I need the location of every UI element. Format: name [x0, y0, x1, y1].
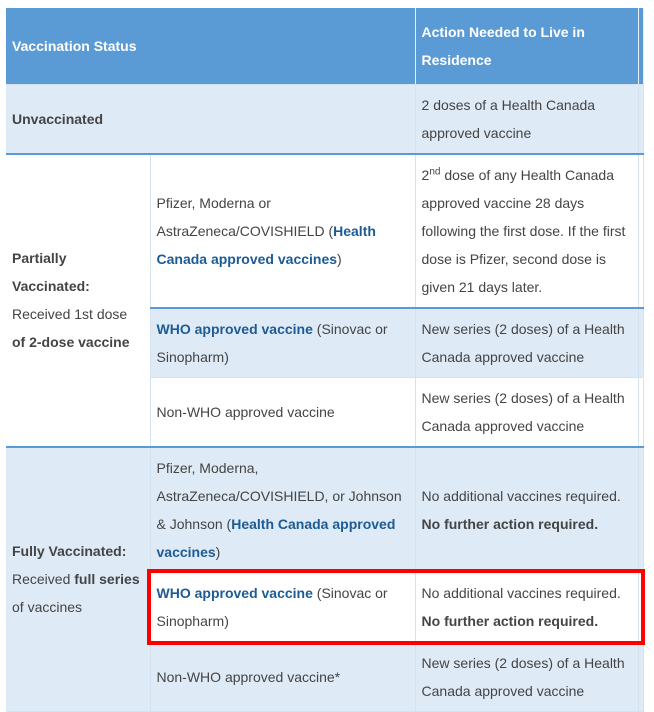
- vaccination-table: Vaccination Status Action Needed to Live…: [6, 8, 644, 712]
- partial-row-3-action: New series (2 doses) of a Health Canada …: [415, 377, 639, 447]
- unvaccinated-action-text: 2 doses of a Health Canada approved vacc…: [421, 96, 596, 141]
- action-text: No additional vaccines required.: [421, 585, 621, 601]
- full-title: Fully Vaccinated:: [12, 543, 127, 559]
- full-row-1-vaccine: Pfizer, Moderna, AstraZeneca/COVISHIELD,…: [150, 445, 416, 573]
- vaccine-text: ): [337, 250, 342, 267]
- action-text: No additional vaccines required.: [421, 487, 621, 504]
- header-status: Vaccination Status: [6, 8, 416, 85]
- extra-cell: [638, 152, 644, 308]
- health-canada-link[interactable]: Health Canada approved vaccines: [156, 515, 396, 560]
- partial-row-3-vaccine: Non-WHO approved vaccine: [150, 377, 416, 447]
- partial-row-2-action: New series (2 doses) of a Health Canada …: [415, 306, 639, 378]
- extra-cell: [638, 642, 644, 712]
- header-extra: [638, 8, 644, 85]
- partial-sub: Received 1st dose: [12, 306, 128, 322]
- full-sub-bold: full series: [74, 571, 140, 587]
- vaccine-text: Pfizer, Moderna or AstraZeneca/COVISHIEL…: [156, 194, 334, 239]
- unvaccinated-action: 2 doses of a Health Canada approved vacc…: [415, 84, 639, 154]
- full-row-1: Fully Vaccinated: Received full series of…: [6, 445, 644, 712]
- header-action-text: Action Needed to Live in Residence: [421, 23, 585, 68]
- action-text: New series (2 doses) of a Health Canada …: [421, 320, 625, 365]
- partial-sub-bold: of 2-dose vaccine: [12, 334, 130, 350]
- unvaccinated-row: Unvaccinated 2 doses of a Health Canada …: [6, 84, 644, 154]
- vaccine-text: Pfizer, Moderna, AstraZeneca/COVISHIELD,…: [156, 459, 402, 532]
- who-link[interactable]: WHO approved vaccine: [156, 585, 313, 601]
- partial-row-2-vaccine: WHO approved vaccine (Sinovac or Sinopha…: [150, 306, 416, 378]
- action-bold: No further action required.: [421, 515, 599, 532]
- partial-row-3: Non-WHO approved vaccine New series (2 d…: [6, 377, 644, 447]
- vaccination-table-wrapper: Vaccination Status Action Needed to Live…: [6, 8, 645, 712]
- partial-label: Partially Vaccinated: Received 1st dose of…: [6, 152, 151, 447]
- action-bold: No further action required.: [421, 613, 599, 629]
- action-text: New series (2 doses) of a Health Canada …: [421, 654, 625, 699]
- partial-title: Partially Vaccinated:: [12, 250, 90, 294]
- vaccine-text: Non-WHO approved vaccine*: [156, 668, 341, 685]
- vaccine-text: Non-WHO approved vaccine: [156, 403, 335, 420]
- vaccine-text: (Sinovac or Sinopharm): [156, 585, 388, 629]
- who-link[interactable]: WHO approved vaccine: [156, 320, 313, 337]
- header-action: Action Needed to Live in Residence: [415, 8, 639, 85]
- action-text: New series (2 doses) of a Health Canada …: [421, 389, 625, 434]
- full-row-2-vaccine: WHO approved vaccine (Sinovac or Sinopha…: [150, 572, 416, 643]
- full-row-3: Non-WHO approved vaccine* New series (2 …: [6, 642, 644, 712]
- unvaccinated-label: Unvaccinated: [6, 84, 416, 154]
- extra-cell: [638, 572, 644, 643]
- extra-cell: [638, 377, 644, 447]
- full-row-2-action: No additional vaccines required. No furth…: [415, 572, 639, 643]
- unvaccinated-text: Unvaccinated: [12, 110, 104, 127]
- health-canada-link[interactable]: Health Canada approved vaccines: [156, 222, 376, 267]
- dose-number: 2: [421, 166, 430, 183]
- full-sub-post: of vaccines: [12, 599, 83, 615]
- vaccine-text: ): [215, 543, 221, 560]
- partial-row-2: WHO approved vaccine (Sinovac or Sinopha…: [6, 306, 644, 378]
- full-row-3-vaccine: Non-WHO approved vaccine*: [150, 642, 416, 712]
- full-sub: Received: [12, 571, 75, 587]
- dose-suffix: nd: [429, 165, 441, 177]
- extra-cell: [638, 306, 644, 378]
- full-row-3-action: New series (2 doses) of a Health Canada …: [415, 642, 639, 712]
- extra-cell: [638, 84, 644, 154]
- header-status-text: Vaccination Status: [12, 37, 137, 54]
- partial-row-1-action: 2nd dose of any Health Canada approved v…: [415, 152, 639, 308]
- vaccine-text: (Sinovac or Sinopharm): [156, 320, 388, 365]
- header-row: Vaccination Status Action Needed to Live…: [6, 8, 644, 85]
- extra-cell: [638, 445, 644, 573]
- full-row-1-action: No additional vaccines required. No furth…: [415, 445, 639, 573]
- partial-row-1: Partially Vaccinated: Received 1st dose of…: [6, 152, 644, 447]
- partial-row-1-vaccine: Pfizer, Moderna or AstraZeneca/COVISHIEL…: [150, 152, 416, 308]
- full-label: Fully Vaccinated: Received full series of…: [6, 445, 151, 712]
- full-row-2: WHO approved vaccine (Sinovac or Sinopha…: [6, 572, 644, 643]
- action-text: dose of any Health Canada approved vacci…: [421, 166, 626, 295]
